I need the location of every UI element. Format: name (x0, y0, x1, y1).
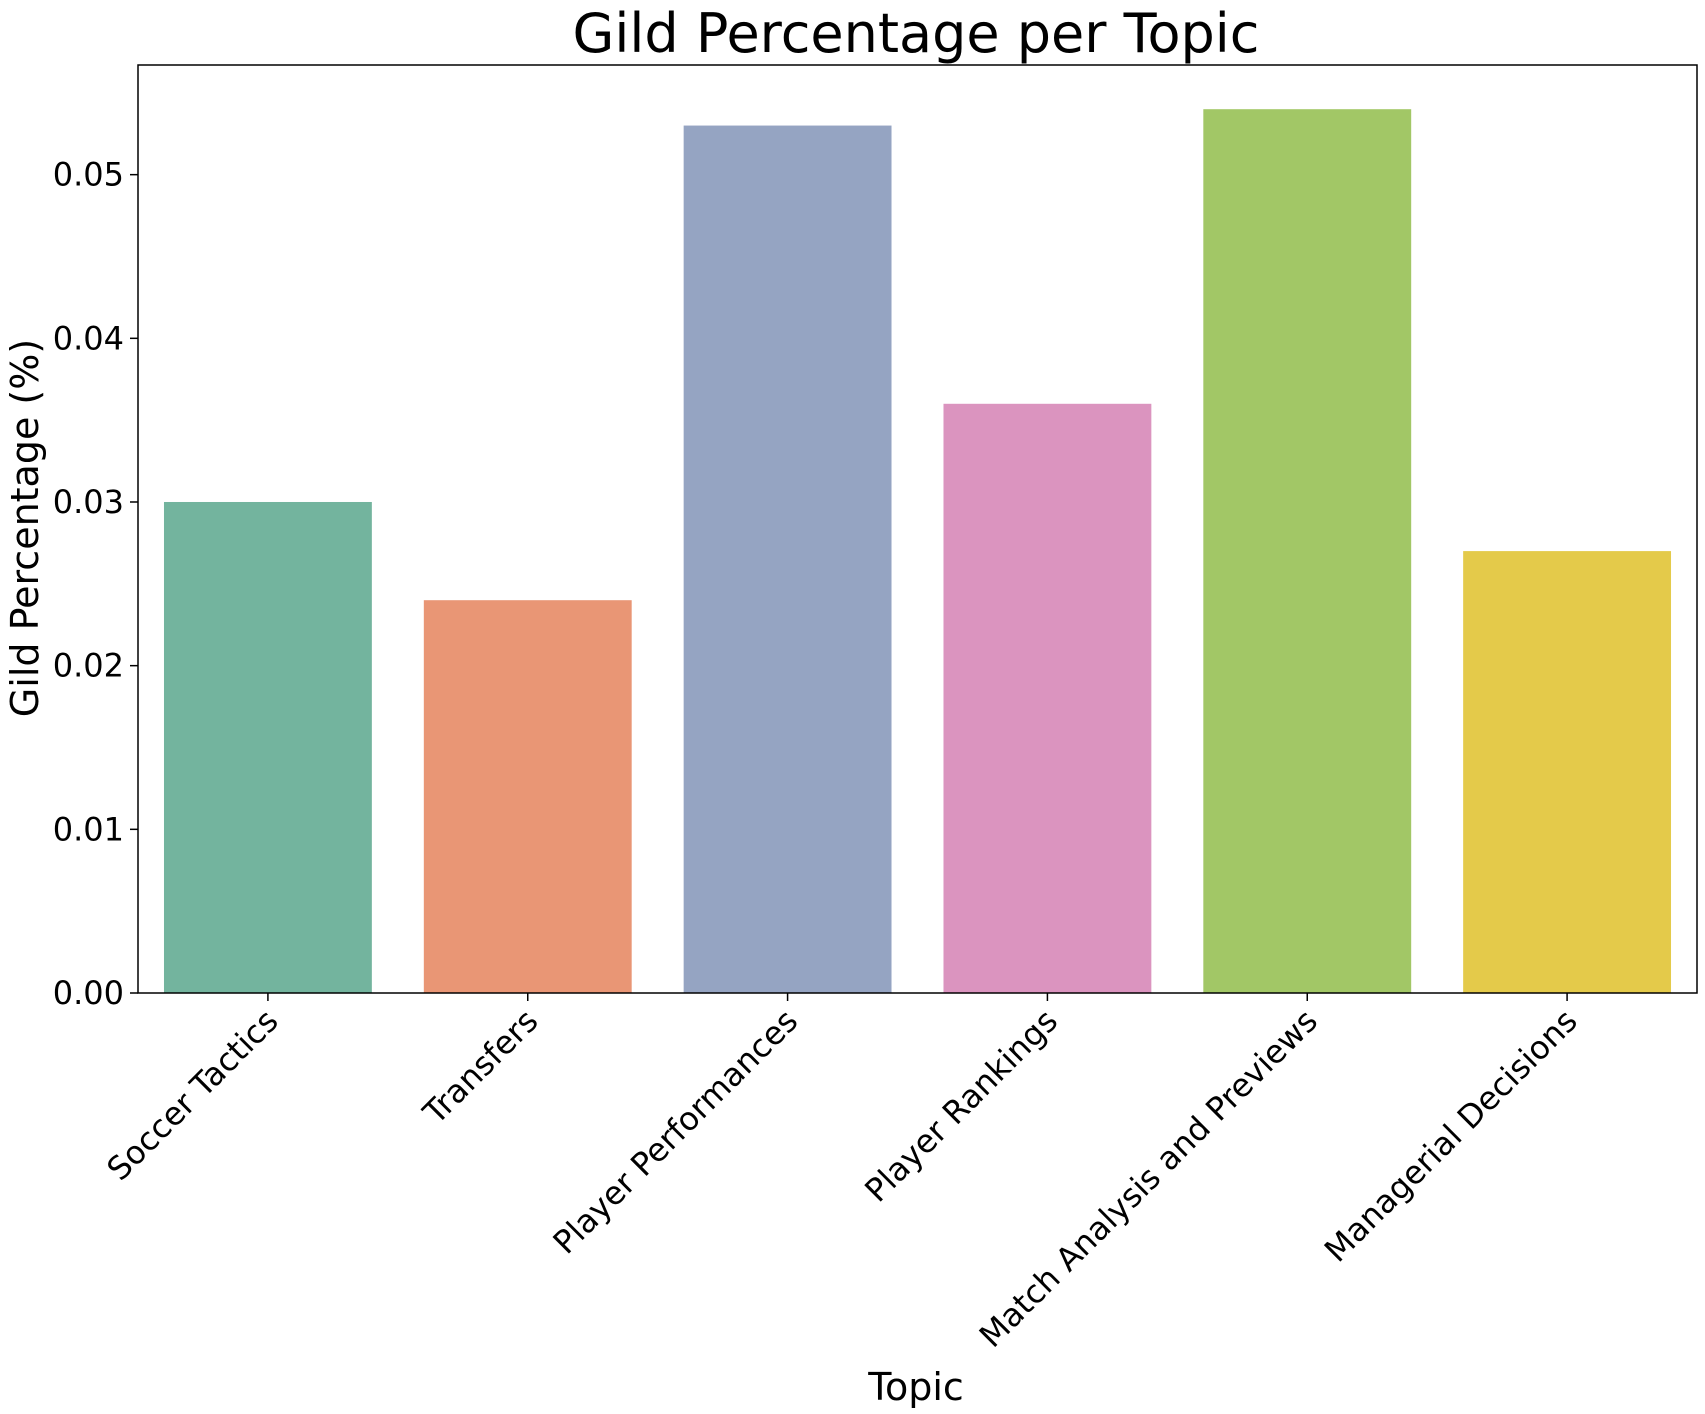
bar-player-performances (683, 125, 892, 994)
x-axis: Soccer Tactics Transfers Player Performanc… (99, 993, 1585, 1355)
x-tick-label: Player Performances (546, 1002, 806, 1262)
x-tick-label: Soccer Tactics (99, 1002, 285, 1188)
bar-transfers (423, 600, 632, 993)
x-tick-label: Transfers (415, 1002, 545, 1132)
y-tick-label: 0.04 (53, 319, 124, 357)
bars-group (163, 109, 1672, 994)
bar-match-analysis-and-previews (1203, 109, 1412, 993)
x-tick-label: Player Rankings (857, 1002, 1065, 1210)
y-tick-label: 0.03 (53, 483, 124, 521)
y-tick-label: 0.01 (53, 810, 124, 848)
y-tick-label: 0.05 (53, 156, 124, 194)
y-axis: 0.00 0.01 0.02 0.03 0.04 0.05 (53, 156, 138, 1012)
y-axis-label: Gild Percentage (%) (3, 339, 47, 717)
bar-soccer-tactics (163, 501, 372, 993)
bar-managerial-decisions (1463, 551, 1672, 993)
y-tick-label: 0.00 (53, 974, 124, 1012)
bar-player-rankings (943, 403, 1152, 993)
chart-title: Gild Percentage per Topic (573, 2, 1260, 65)
x-axis-label: Topic (867, 1365, 964, 1409)
x-tick-label: Managerial Decisions (1317, 1002, 1585, 1270)
plot-frame (137, 64, 1698, 994)
y-tick-label: 0.02 (53, 647, 124, 685)
